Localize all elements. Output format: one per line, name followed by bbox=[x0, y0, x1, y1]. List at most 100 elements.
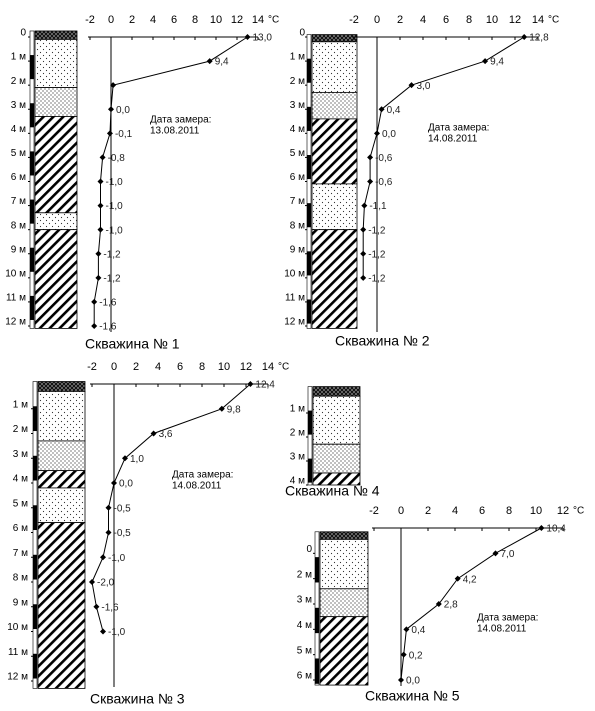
layer bbox=[34, 229, 78, 329]
scale-bar bbox=[307, 386, 313, 486]
y-tick-label: 0 bbox=[306, 544, 312, 555]
scale-segment bbox=[30, 151, 34, 176]
y-tick-label: 10 м bbox=[7, 622, 28, 633]
layer bbox=[312, 395, 361, 445]
y-tick-label: 8 м bbox=[13, 573, 28, 584]
layer bbox=[311, 34, 358, 43]
point bbox=[89, 579, 95, 585]
layer bbox=[311, 229, 358, 329]
date-annotation: Дата замера: bbox=[428, 123, 489, 134]
y-tick-label: 12 м bbox=[5, 317, 26, 328]
point bbox=[100, 628, 106, 635]
x-tick-label: 14 bbox=[532, 14, 544, 26]
value-label: 0,0 bbox=[382, 129, 396, 140]
y-tick-label: 2 м bbox=[290, 428, 305, 439]
x-tick-label: 14 bbox=[262, 361, 274, 373]
chart-title: Скважина № 2 bbox=[335, 333, 430, 349]
scale-segment bbox=[30, 247, 34, 272]
x-tick-label: 2 bbox=[133, 361, 139, 373]
scale-segment bbox=[30, 199, 34, 224]
layer bbox=[311, 41, 358, 93]
point bbox=[492, 550, 499, 557]
scale-segment bbox=[33, 505, 37, 531]
y-tick-label: 5 м bbox=[13, 498, 28, 509]
x-tick-label: 8 bbox=[192, 14, 198, 26]
point bbox=[538, 525, 545, 531]
point bbox=[108, 106, 114, 113]
point bbox=[97, 178, 104, 185]
point bbox=[244, 34, 251, 40]
x-tick-label: -2 bbox=[85, 14, 95, 26]
value-label: -1,0 bbox=[106, 177, 124, 188]
value-label: 7,0 bbox=[501, 549, 515, 560]
layer bbox=[312, 443, 361, 474]
x-tick-label: 0 bbox=[398, 505, 404, 517]
chart-title: Скважина № 3 bbox=[90, 691, 185, 707]
value-label: 10,4 bbox=[546, 524, 566, 535]
value-label: 12,8 bbox=[529, 33, 549, 44]
scale-bar bbox=[32, 381, 38, 689]
x-tick-label: 8 bbox=[199, 361, 205, 373]
x-tick-label: 10 bbox=[486, 14, 498, 26]
x-tick-label: 6 bbox=[177, 361, 183, 373]
y-tick-label: 11 м bbox=[6, 293, 26, 304]
scale-segment bbox=[307, 106, 311, 131]
scale-segment bbox=[308, 410, 312, 435]
x-tick-label: 12 bbox=[557, 505, 569, 517]
x-tick-label: 6 bbox=[171, 14, 177, 26]
y-tick-label: 4 м bbox=[297, 620, 312, 631]
point bbox=[97, 226, 104, 233]
layer bbox=[37, 470, 86, 489]
value-label: -0,5 bbox=[114, 528, 132, 539]
scale-segment bbox=[307, 155, 311, 180]
date-annotation: Дата замера: bbox=[150, 115, 211, 126]
layer bbox=[37, 440, 86, 472]
scale-segment bbox=[30, 55, 34, 80]
y-tick-label: 6 м bbox=[290, 172, 305, 183]
y-tick-label: 4 м bbox=[290, 476, 305, 487]
point bbox=[247, 381, 254, 387]
y-tick-label: 10 м bbox=[5, 268, 26, 279]
layer bbox=[34, 116, 78, 214]
y-tick-label: 2 м bbox=[11, 76, 26, 87]
point bbox=[111, 480, 117, 486]
y-tick-label: 9 м bbox=[290, 244, 305, 255]
y-tick-label: 3 м bbox=[13, 449, 28, 460]
value-label: 12,4 bbox=[255, 380, 275, 391]
chart-title: Скважина № 5 bbox=[365, 688, 460, 704]
x-tick-label: 2 bbox=[397, 14, 403, 26]
y-tick-label: 11 м bbox=[8, 647, 28, 658]
x-unit: °C bbox=[573, 506, 584, 517]
y-tick-label: 6 м bbox=[11, 172, 26, 183]
date-annotation: Дата замера: bbox=[172, 470, 233, 481]
y-tick-label: 3 м bbox=[11, 100, 26, 111]
x-tick-label: 12 bbox=[231, 14, 243, 26]
y-tick-label: 1 м bbox=[290, 52, 305, 63]
point bbox=[400, 651, 407, 658]
value-label: 3,6 bbox=[159, 429, 173, 440]
value-label: -1,0 bbox=[106, 225, 124, 236]
layer bbox=[37, 381, 86, 392]
y-tick-label: 4 м bbox=[11, 124, 26, 135]
value-label: -1,6 bbox=[99, 322, 117, 333]
x-tick-label: 4 bbox=[150, 14, 156, 26]
value-label: -2,0 bbox=[97, 578, 115, 589]
y-tick-label: 11 м bbox=[285, 293, 305, 304]
value-label: -1,2 bbox=[368, 273, 386, 284]
layer bbox=[34, 30, 78, 40]
value-label: -0,8 bbox=[108, 153, 126, 164]
y-tick-label: 1 м bbox=[11, 52, 26, 63]
point bbox=[403, 626, 410, 633]
point bbox=[91, 298, 98, 305]
layer bbox=[37, 522, 86, 689]
scale-segment bbox=[315, 607, 319, 634]
scale-segment bbox=[307, 203, 311, 228]
x-tick-label: 8 bbox=[466, 14, 472, 26]
y-tick-label: 5 м bbox=[11, 148, 26, 159]
value-label: 9,4 bbox=[215, 57, 229, 68]
point bbox=[106, 130, 113, 137]
y-tick-label: 8 м bbox=[11, 220, 26, 231]
date-annotation: 14.08.2011 bbox=[477, 624, 527, 635]
layer bbox=[319, 616, 369, 686]
